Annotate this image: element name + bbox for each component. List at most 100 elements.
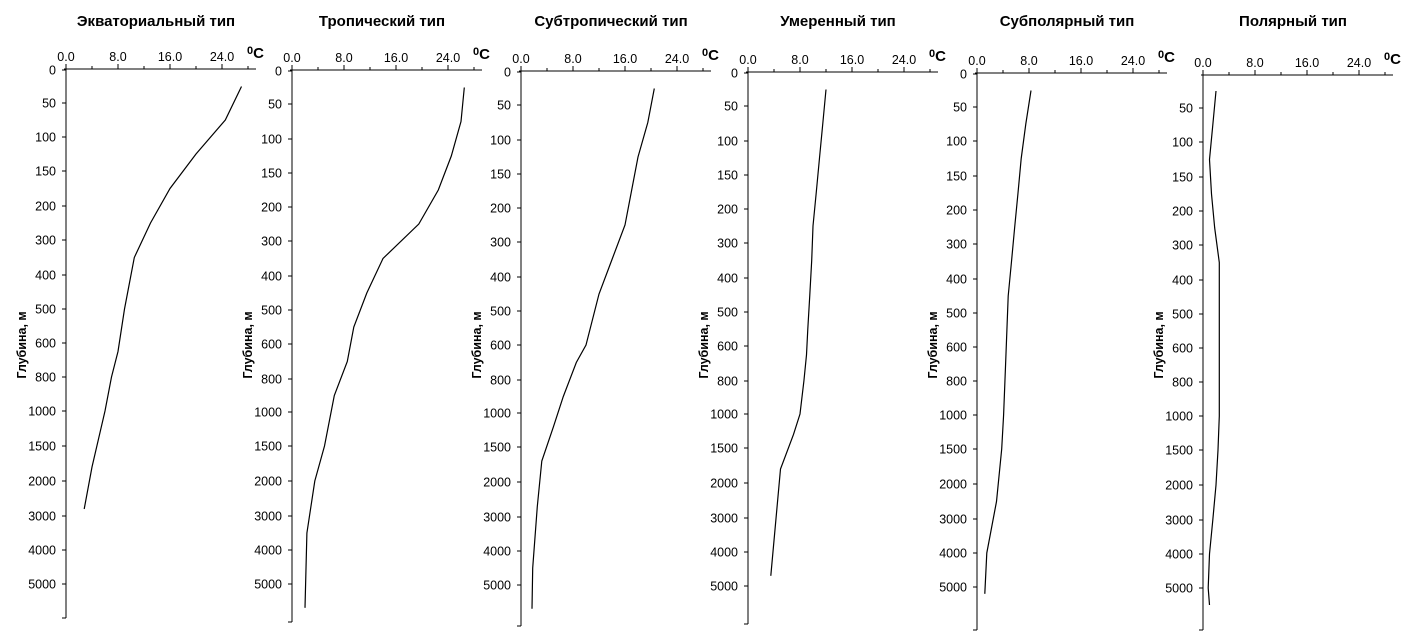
y-axis-label: Глубина, м bbox=[241, 311, 255, 378]
y-tick-label: 1000 bbox=[28, 405, 56, 419]
y-tick-label: 1000 bbox=[1165, 410, 1193, 424]
y-tick-label: 150 bbox=[35, 165, 56, 179]
y-tick-label: 600 bbox=[717, 340, 738, 354]
x-unit-label: 0C bbox=[247, 45, 264, 62]
y-tick-label: 5000 bbox=[254, 578, 282, 592]
y-tick-label: 1500 bbox=[1165, 444, 1193, 458]
y-tick-label: 800 bbox=[1172, 376, 1193, 390]
y-tick-label: 600 bbox=[490, 339, 511, 353]
y-tick-label: 4000 bbox=[710, 546, 738, 560]
x-unit-label: 0C bbox=[1158, 49, 1175, 66]
y-tick-label: 100 bbox=[35, 131, 56, 145]
y-tick-label: 5000 bbox=[483, 579, 511, 593]
y-tick-label: 800 bbox=[490, 374, 511, 388]
x-tick-label: 24.0 bbox=[436, 51, 460, 65]
x-tick-label: 8.0 bbox=[564, 52, 581, 66]
y-tick-label: 50 bbox=[42, 97, 56, 111]
y-tick-label: 3000 bbox=[710, 512, 738, 526]
x-unit-label: 0C bbox=[1384, 51, 1401, 68]
x-unit-text: C bbox=[1390, 51, 1401, 68]
y-tick-label: 2000 bbox=[28, 475, 56, 489]
y-tick-label: 150 bbox=[717, 169, 738, 183]
chart-title: Субполярный тип bbox=[1000, 13, 1135, 30]
y-tick-label: 1000 bbox=[939, 409, 967, 423]
y-tick-label: 300 bbox=[490, 236, 511, 250]
y-tick-label: 500 bbox=[35, 303, 56, 317]
x-unit-superscript: 0 bbox=[1384, 51, 1390, 63]
chart-title: Экваториальный тип bbox=[77, 13, 235, 30]
y-tick-label: 100 bbox=[490, 134, 511, 148]
y-tick-label: 5000 bbox=[939, 581, 967, 595]
y-tick-label: 300 bbox=[946, 238, 967, 252]
y-axis-label: Глубина, м bbox=[1152, 311, 1166, 378]
y-tick-label: 50 bbox=[953, 101, 967, 115]
y-tick-label: 2000 bbox=[710, 477, 738, 491]
x-unit-label: 0C bbox=[929, 48, 946, 65]
x-unit-superscript: 0 bbox=[929, 48, 935, 60]
y-tick-label: 0 bbox=[49, 64, 56, 78]
temperature-profile-line bbox=[531, 88, 655, 609]
x-tick-label: 16.0 bbox=[613, 52, 637, 66]
y-tick-label: 4000 bbox=[483, 545, 511, 559]
y-tick-label: 500 bbox=[1172, 308, 1193, 322]
x-tick-label: 8.0 bbox=[1020, 54, 1037, 68]
x-unit-superscript: 0 bbox=[702, 47, 708, 59]
x-tick-label: 0.0 bbox=[57, 50, 74, 64]
y-tick-label: 0 bbox=[731, 67, 738, 81]
temperature-profile-line bbox=[83, 86, 243, 510]
y-tick-label: 3000 bbox=[254, 510, 282, 524]
y-tick-label: 600 bbox=[261, 338, 282, 352]
temperature-profile-line bbox=[984, 90, 1032, 594]
y-axis-label: Глубина, м bbox=[926, 311, 940, 378]
y-tick-label: 1000 bbox=[254, 406, 282, 420]
y-tick-label: 400 bbox=[490, 271, 511, 285]
x-unit-label: 0C bbox=[473, 46, 490, 63]
y-tick-label: 200 bbox=[946, 204, 967, 218]
x-unit-superscript: 0 bbox=[247, 45, 253, 57]
y-tick-label: 600 bbox=[35, 337, 56, 351]
y-tick-label: 200 bbox=[35, 200, 56, 214]
y-tick-label: 150 bbox=[490, 168, 511, 182]
y-tick-label: 1500 bbox=[939, 443, 967, 457]
y-tick-label: 1500 bbox=[710, 442, 738, 456]
y-axis-label: Глубина, м bbox=[15, 311, 29, 378]
y-tick-label: 200 bbox=[1172, 205, 1193, 219]
y-tick-label: 300 bbox=[35, 234, 56, 248]
x-unit-superscript: 0 bbox=[473, 46, 479, 58]
chart-title: Умеренный тип bbox=[780, 13, 895, 30]
y-tick-label: 500 bbox=[717, 306, 738, 320]
temperature-profile-line bbox=[1207, 90, 1220, 606]
chart-title: Полярный тип bbox=[1239, 13, 1347, 30]
y-tick-label: 150 bbox=[261, 167, 282, 181]
y-tick-label: 200 bbox=[261, 201, 282, 215]
y-tick-label: 1500 bbox=[28, 440, 56, 454]
x-tick-label: 24.0 bbox=[892, 53, 916, 67]
x-tick-label: 24.0 bbox=[1121, 54, 1145, 68]
x-unit-text: C bbox=[479, 46, 490, 63]
x-tick-label: 24.0 bbox=[665, 52, 689, 66]
y-tick-label: 4000 bbox=[939, 547, 967, 561]
y-tick-label: 50 bbox=[1179, 102, 1193, 116]
x-tick-label: 24.0 bbox=[210, 50, 234, 64]
y-tick-label: 4000 bbox=[254, 544, 282, 558]
x-unit-text: C bbox=[1164, 49, 1175, 66]
y-tick-label: 100 bbox=[946, 135, 967, 149]
y-tick-label: 2000 bbox=[254, 475, 282, 489]
x-tick-label: 16.0 bbox=[1295, 56, 1319, 70]
y-tick-label: 200 bbox=[717, 203, 738, 217]
x-unit-label: 0C bbox=[702, 47, 719, 64]
y-tick-label: 4000 bbox=[28, 544, 56, 558]
y-tick-label: 0 bbox=[275, 65, 282, 79]
y-tick-label: 1000 bbox=[483, 407, 511, 421]
chart-title: Тропический тип bbox=[319, 13, 445, 30]
y-tick-label: 300 bbox=[717, 237, 738, 251]
y-tick-label: 600 bbox=[946, 341, 967, 355]
x-unit-text: C bbox=[708, 47, 719, 64]
y-tick-label: 2000 bbox=[939, 478, 967, 492]
y-tick-label: 100 bbox=[261, 133, 282, 147]
x-tick-label: 16.0 bbox=[1069, 54, 1093, 68]
